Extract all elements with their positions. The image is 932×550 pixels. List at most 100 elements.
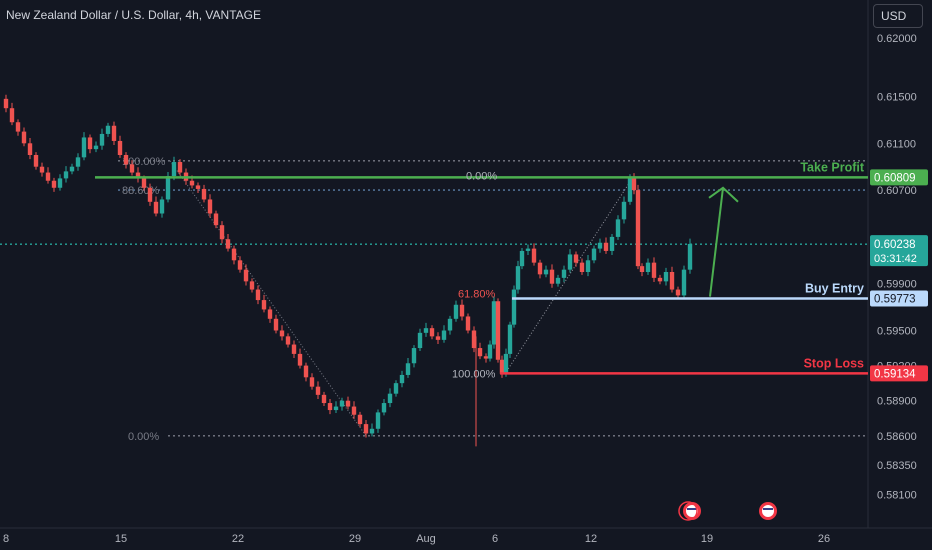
price-tag-label: 0.59134 — [874, 368, 916, 380]
candle-body — [477, 348, 483, 357]
candle-body — [495, 301, 501, 360]
candle-body — [531, 248, 537, 263]
candle-body — [51, 180, 57, 188]
candle-body — [123, 155, 129, 165]
time-tick-label: 29 — [349, 533, 361, 545]
candle-body — [273, 318, 279, 331]
price-tag-label: 0.60809 — [874, 172, 916, 184]
price-tick-label: 0.61100 — [877, 138, 916, 150]
candle-body — [573, 254, 579, 263]
price-tick-label: 0.61500 — [877, 92, 917, 104]
candle-body — [681, 269, 687, 296]
candle-body — [297, 353, 303, 366]
time-tick-label: 19 — [701, 533, 713, 545]
candle-body — [519, 250, 525, 267]
candle-body — [141, 178, 147, 188]
candle-body — [615, 219, 621, 237]
candle-body — [195, 185, 201, 189]
candle-body — [627, 177, 633, 202]
price-tick-label: 0.58600 — [877, 431, 917, 443]
current-price-label: 0.60238 — [874, 239, 916, 251]
level-label-take-profit: Take Profit — [800, 160, 865, 174]
candle-body — [309, 377, 315, 387]
price-tick-label: 0.59900 — [877, 279, 917, 291]
candle-body — [393, 383, 399, 394]
fib-level-label: 100.00% — [122, 156, 166, 168]
projection-arrow-shaft — [709, 187, 724, 297]
candle-body — [459, 304, 465, 317]
candle-body — [609, 236, 615, 251]
candle-body — [491, 301, 497, 345]
candle-body — [69, 166, 75, 172]
candle-body — [63, 171, 69, 179]
event-flag-icon-ring — [678, 501, 698, 521]
projection-arrow-head — [708, 186, 739, 203]
candle-body — [483, 356, 489, 359]
candle-body — [507, 324, 513, 354]
candle-body — [585, 260, 591, 272]
candle-body — [15, 122, 21, 132]
candle-body — [303, 365, 309, 378]
candle-body — [165, 176, 171, 200]
candle-body — [267, 309, 273, 319]
fib-level-label: 0.00% — [128, 431, 159, 443]
candle-body — [231, 248, 237, 261]
candle-body — [243, 269, 249, 282]
candle-body — [81, 137, 87, 158]
price-tick-label: 0.59500 — [877, 326, 917, 338]
price-tag-bg — [870, 290, 928, 307]
candle-body — [39, 166, 45, 173]
candle-body — [75, 157, 81, 167]
candle-body — [503, 353, 509, 374]
time-tick-label: 12 — [585, 533, 597, 545]
candle-body — [429, 328, 435, 337]
candle-body — [135, 172, 141, 179]
candle-body — [369, 428, 375, 434]
current-price-tag-bg — [870, 235, 928, 267]
candle-body — [387, 393, 393, 404]
candle-body — [687, 243, 693, 270]
candle-body — [657, 277, 663, 282]
candle-body — [567, 254, 573, 270]
candle-body — [465, 316, 471, 331]
candle-body — [219, 225, 225, 240]
candle-body — [321, 394, 327, 404]
candle-body — [171, 162, 177, 177]
candle-body — [189, 180, 195, 186]
candle-body — [261, 300, 267, 310]
currency-button[interactable]: USD — [873, 4, 923, 28]
price-tag-bg — [870, 365, 928, 382]
candle-body — [635, 190, 641, 267]
candle-body — [9, 108, 15, 123]
candle-body — [153, 201, 159, 214]
candle-body — [669, 272, 675, 290]
candle-body — [93, 145, 99, 150]
candle-body — [639, 266, 645, 272]
level-label-buy-entry: Buy Entry — [805, 282, 864, 296]
candle-body — [45, 172, 51, 181]
candle-body — [225, 239, 231, 249]
time-tick-label: 22 — [232, 533, 244, 545]
candle-body — [237, 260, 243, 270]
symbol-title: New Zealand Dollar / U.S. Dollar, 4h, VA… — [6, 8, 261, 22]
candle-body — [405, 363, 411, 375]
candle-body — [99, 133, 105, 146]
price-tick-label: 0.58350 — [877, 460, 917, 472]
fib-level-label: 0.00% — [466, 170, 497, 182]
candle-body — [411, 348, 417, 364]
candle-body — [597, 242, 603, 249]
candle-body — [423, 328, 429, 333]
candle-body — [487, 344, 493, 359]
candle-body — [207, 199, 213, 214]
price-tag-bg — [870, 169, 928, 186]
candle-body — [249, 281, 255, 290]
time-tick-label: 6 — [492, 533, 498, 545]
candle-body — [561, 269, 567, 278]
candle-body — [87, 137, 93, 150]
candle-body — [363, 424, 369, 434]
candle-body — [117, 140, 123, 155]
candle-body — [417, 332, 423, 349]
event-flag-icon-stripe — [763, 508, 773, 510]
